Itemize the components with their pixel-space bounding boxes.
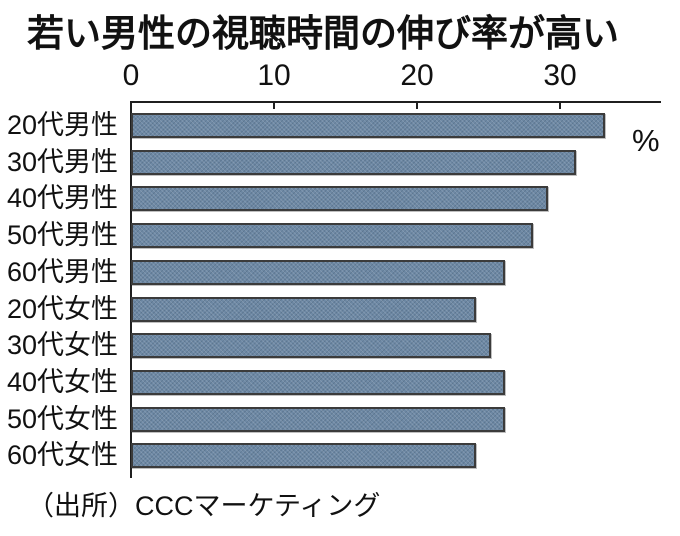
- bar: [131, 223, 533, 249]
- category-label: 30代男性: [7, 147, 119, 177]
- bar: [131, 333, 491, 359]
- category-label: 60代女性: [7, 441, 119, 471]
- x-tick-label: 20: [400, 59, 434, 92]
- category-label: 20代男性: [7, 111, 119, 140]
- category-label: 40代女性: [7, 367, 119, 397]
- bar: [131, 296, 476, 322]
- category-label: 30代女性: [7, 331, 119, 361]
- x-axis-line: [131, 101, 661, 103]
- category-label: 50代男性: [7, 221, 119, 251]
- unit-label: %: [632, 123, 660, 158]
- bar: [131, 113, 605, 138]
- x-tick-mark: [273, 103, 275, 109]
- x-tick-label: 30: [543, 59, 577, 92]
- x-tick-label: 10: [257, 59, 291, 92]
- bar: [131, 443, 476, 469]
- bar: [131, 149, 576, 175]
- category-label: 40代男性: [7, 184, 119, 214]
- bar: [131, 186, 548, 212]
- category-label: 60代男性: [7, 257, 119, 287]
- source-note: （出所）CCCマーケティング: [27, 491, 381, 521]
- bar: [131, 369, 505, 395]
- x-tick-mark: [416, 103, 418, 109]
- x-tick-mark: [559, 103, 561, 109]
- bar: [131, 259, 505, 285]
- y-axis-line: [130, 101, 132, 478]
- category-label: 50代女性: [7, 404, 119, 434]
- bar: [131, 406, 505, 432]
- chart-title: 若い男性の視聴時間の伸び率が高い: [27, 13, 619, 54]
- category-label: 20代女性: [7, 294, 119, 324]
- x-tick-label: 0: [122, 59, 140, 92]
